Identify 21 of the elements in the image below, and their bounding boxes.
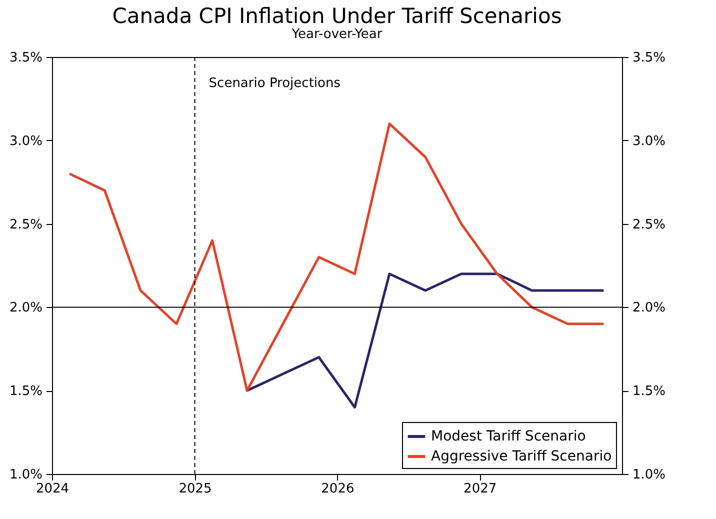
x-tick-label: 2027 (464, 482, 497, 496)
y-tick-label: 3.0% (9, 134, 42, 149)
y-tick-label: 2.5% (9, 217, 42, 232)
y-tick-label: 2.0% (9, 300, 42, 316)
x-tick-label: 2026 (321, 482, 354, 496)
y2-tick-label: 2.0% (632, 300, 666, 316)
ref-line-label: Scenario Projections (208, 76, 341, 91)
y-tick-label: 1.0% (9, 468, 42, 482)
y2-tick-label: 1.0% (632, 468, 666, 482)
y2-tick-label: 1.5% (632, 384, 666, 400)
y-tick-label: 1.5% (9, 384, 42, 400)
y2-tick-label: 3.0% (632, 134, 666, 149)
x-tick-label: 2024 (36, 482, 70, 496)
y2-tick-label: 3.5% (632, 50, 666, 66)
y-tick-label: 3.5% (9, 50, 42, 66)
x-tick-label: 2025 (178, 482, 212, 496)
legend-label: Aggressive Tariff Scenario (431, 448, 612, 464)
chart-title: Canada CPI Inflation Under Tariff Scenarios (112, 4, 562, 28)
legend-label: Modest Tariff Scenario (431, 428, 586, 444)
y2-tick-label: 2.5% (632, 217, 666, 232)
chart-subtitle: Year-over-Year (290, 27, 383, 42)
